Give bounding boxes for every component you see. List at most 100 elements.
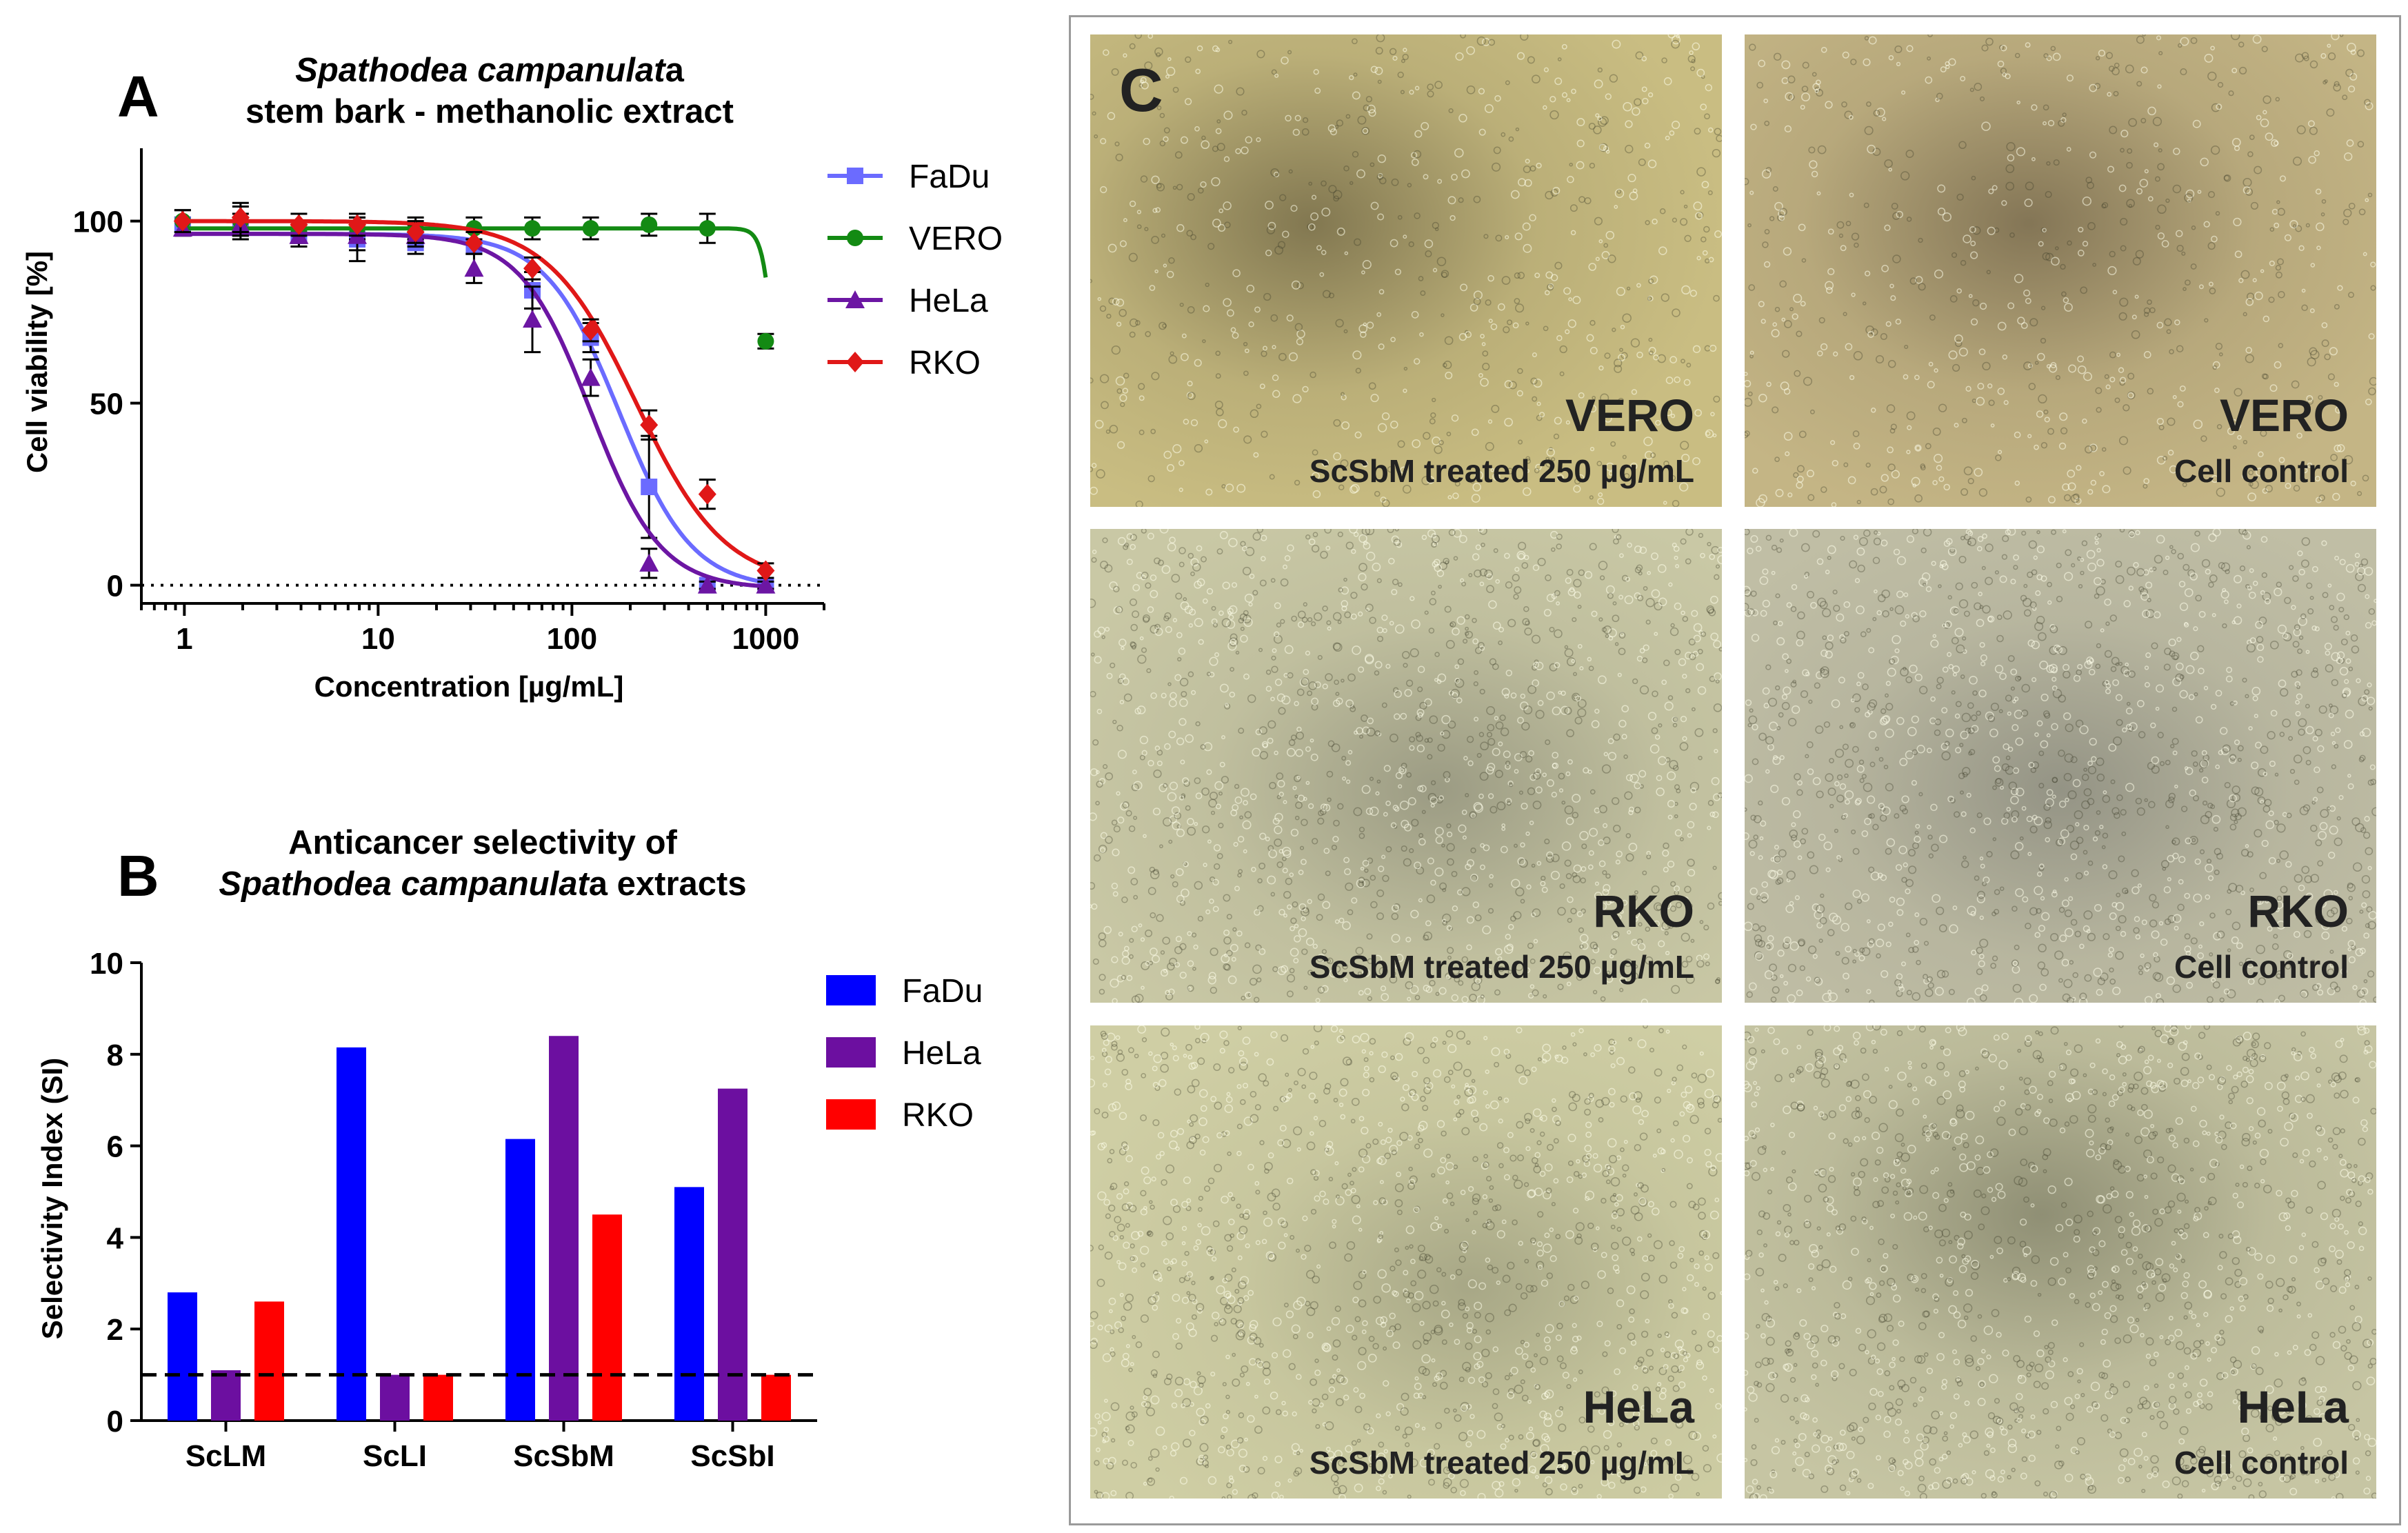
cell-speckle [2011,724,2019,732]
cell-speckle [1136,705,1146,714]
cell-speckle [2030,767,2037,773]
cell-speckle [1229,691,1236,698]
cell-speckle [1767,743,1774,751]
cell-speckle [1211,618,1218,625]
cell-speckle [1337,620,1342,624]
cell-speckle [2220,727,2228,735]
cell-speckle [1852,889,1861,899]
cell-speckle [1556,474,1564,481]
cell-speckle [1131,783,1139,792]
cell-speckle [1517,857,1526,865]
cell-speckle [1187,305,1195,314]
cell-speckle [1147,532,1154,540]
cell-speckle [1609,1101,1615,1108]
cell-speckle [1876,953,1881,959]
cell-speckle [1429,715,1438,724]
cell-speckle [1201,556,1207,563]
cell-speckle [1117,441,1125,449]
cell-speckle [1394,529,1399,532]
cell-speckle [1965,385,1971,392]
cell-speckle [1609,1390,1617,1397]
cell-speckle [2276,823,2286,833]
cell-speckle [1836,221,1845,229]
cell-speckle [2031,569,2038,576]
cell-speckle [1190,419,1198,427]
cell-speckle [2325,650,2331,656]
cell-speckle [1796,475,1804,483]
cell-speckle [1587,770,1592,774]
cell-speckle [1960,674,1965,679]
cell-speckle [2118,184,2127,192]
cell-speckle [1326,770,1334,778]
cell-speckle [2227,948,2231,952]
cell-speckle [1473,1210,1478,1216]
cell-speckle [1700,552,1705,559]
cell-speckle [2096,548,2101,553]
cell-speckle [1226,914,1232,920]
cell-speckle [2365,101,2374,110]
cell-speckle [1618,594,1624,600]
cell-speckle [1915,445,1921,451]
cell-speckle [1804,572,1809,577]
cell-speckle [1322,683,1328,690]
cell-speckle [2321,322,2328,328]
cell-speckle [1678,658,1687,666]
cell-speckle [1566,98,1571,103]
cell-speckle [1296,731,1304,740]
cell-speckle [2246,643,2256,653]
cell-speckle [1474,1312,1481,1319]
y-tick-label: 100 [73,206,123,239]
cell-speckle [1451,414,1459,422]
cell-speckle [1134,994,1144,1003]
cell-speckle [1226,619,1236,629]
data-point [348,214,367,235]
cell-speckle [2207,71,2217,81]
cell-speckle [1412,439,1421,448]
cell-speckle [1709,554,1716,560]
cell-speckle [2169,349,2174,354]
cell-speckle [2271,943,2279,950]
cell-speckle [1532,1439,1541,1447]
cell-speckle [1193,944,1198,950]
cell-speckle [2083,788,2092,796]
cell-speckle [1350,1119,1356,1124]
cell-speckle [2144,665,2149,670]
cell-speckle [1315,998,1321,1003]
cell-speckle [1874,746,1880,751]
cell-speckle [1783,247,1792,256]
cell-speckle [2095,387,2103,394]
cell-speckle [2368,910,2376,920]
cell-speckle [2213,826,2218,832]
cell-speckle [1556,335,1563,341]
cell-speckle [1150,1395,1160,1405]
cell-speckle [1096,1491,1104,1499]
cell-speckle [2324,642,2332,650]
cell-speckle [1909,277,1918,285]
cell-speckle [1940,66,1947,73]
cell-speckle [1816,904,1825,914]
cell-speckle [1628,843,1638,852]
cell-speckle [2031,761,2040,770]
cell-speckle [1480,334,1485,339]
cell-speckle [1772,757,1781,765]
cell-speckle [1518,859,1528,868]
cell-speckle [1688,1201,1696,1209]
cell-speckle [1284,555,1291,561]
cell-speckle [1817,350,1823,357]
cell-speckle [1882,610,1889,618]
cell-speckle [2051,776,2058,783]
cell-speckle [1787,963,1796,972]
cell-speckle [1619,988,1624,992]
cell-speckle [1479,688,1485,694]
cell-speckle [1458,980,1464,986]
cell-speckle [1932,894,1941,903]
cell-speckle [1161,233,1166,238]
cell-speckle [1163,127,1170,134]
cell-speckle [1460,1190,1466,1195]
cell-speckle [2099,470,2105,477]
cell-speckle [1447,955,1452,960]
cell-speckle [1230,639,1236,645]
cell-speckle [2334,444,2342,452]
bar-fadu [168,1292,197,1421]
cell-speckle [1307,690,1313,697]
